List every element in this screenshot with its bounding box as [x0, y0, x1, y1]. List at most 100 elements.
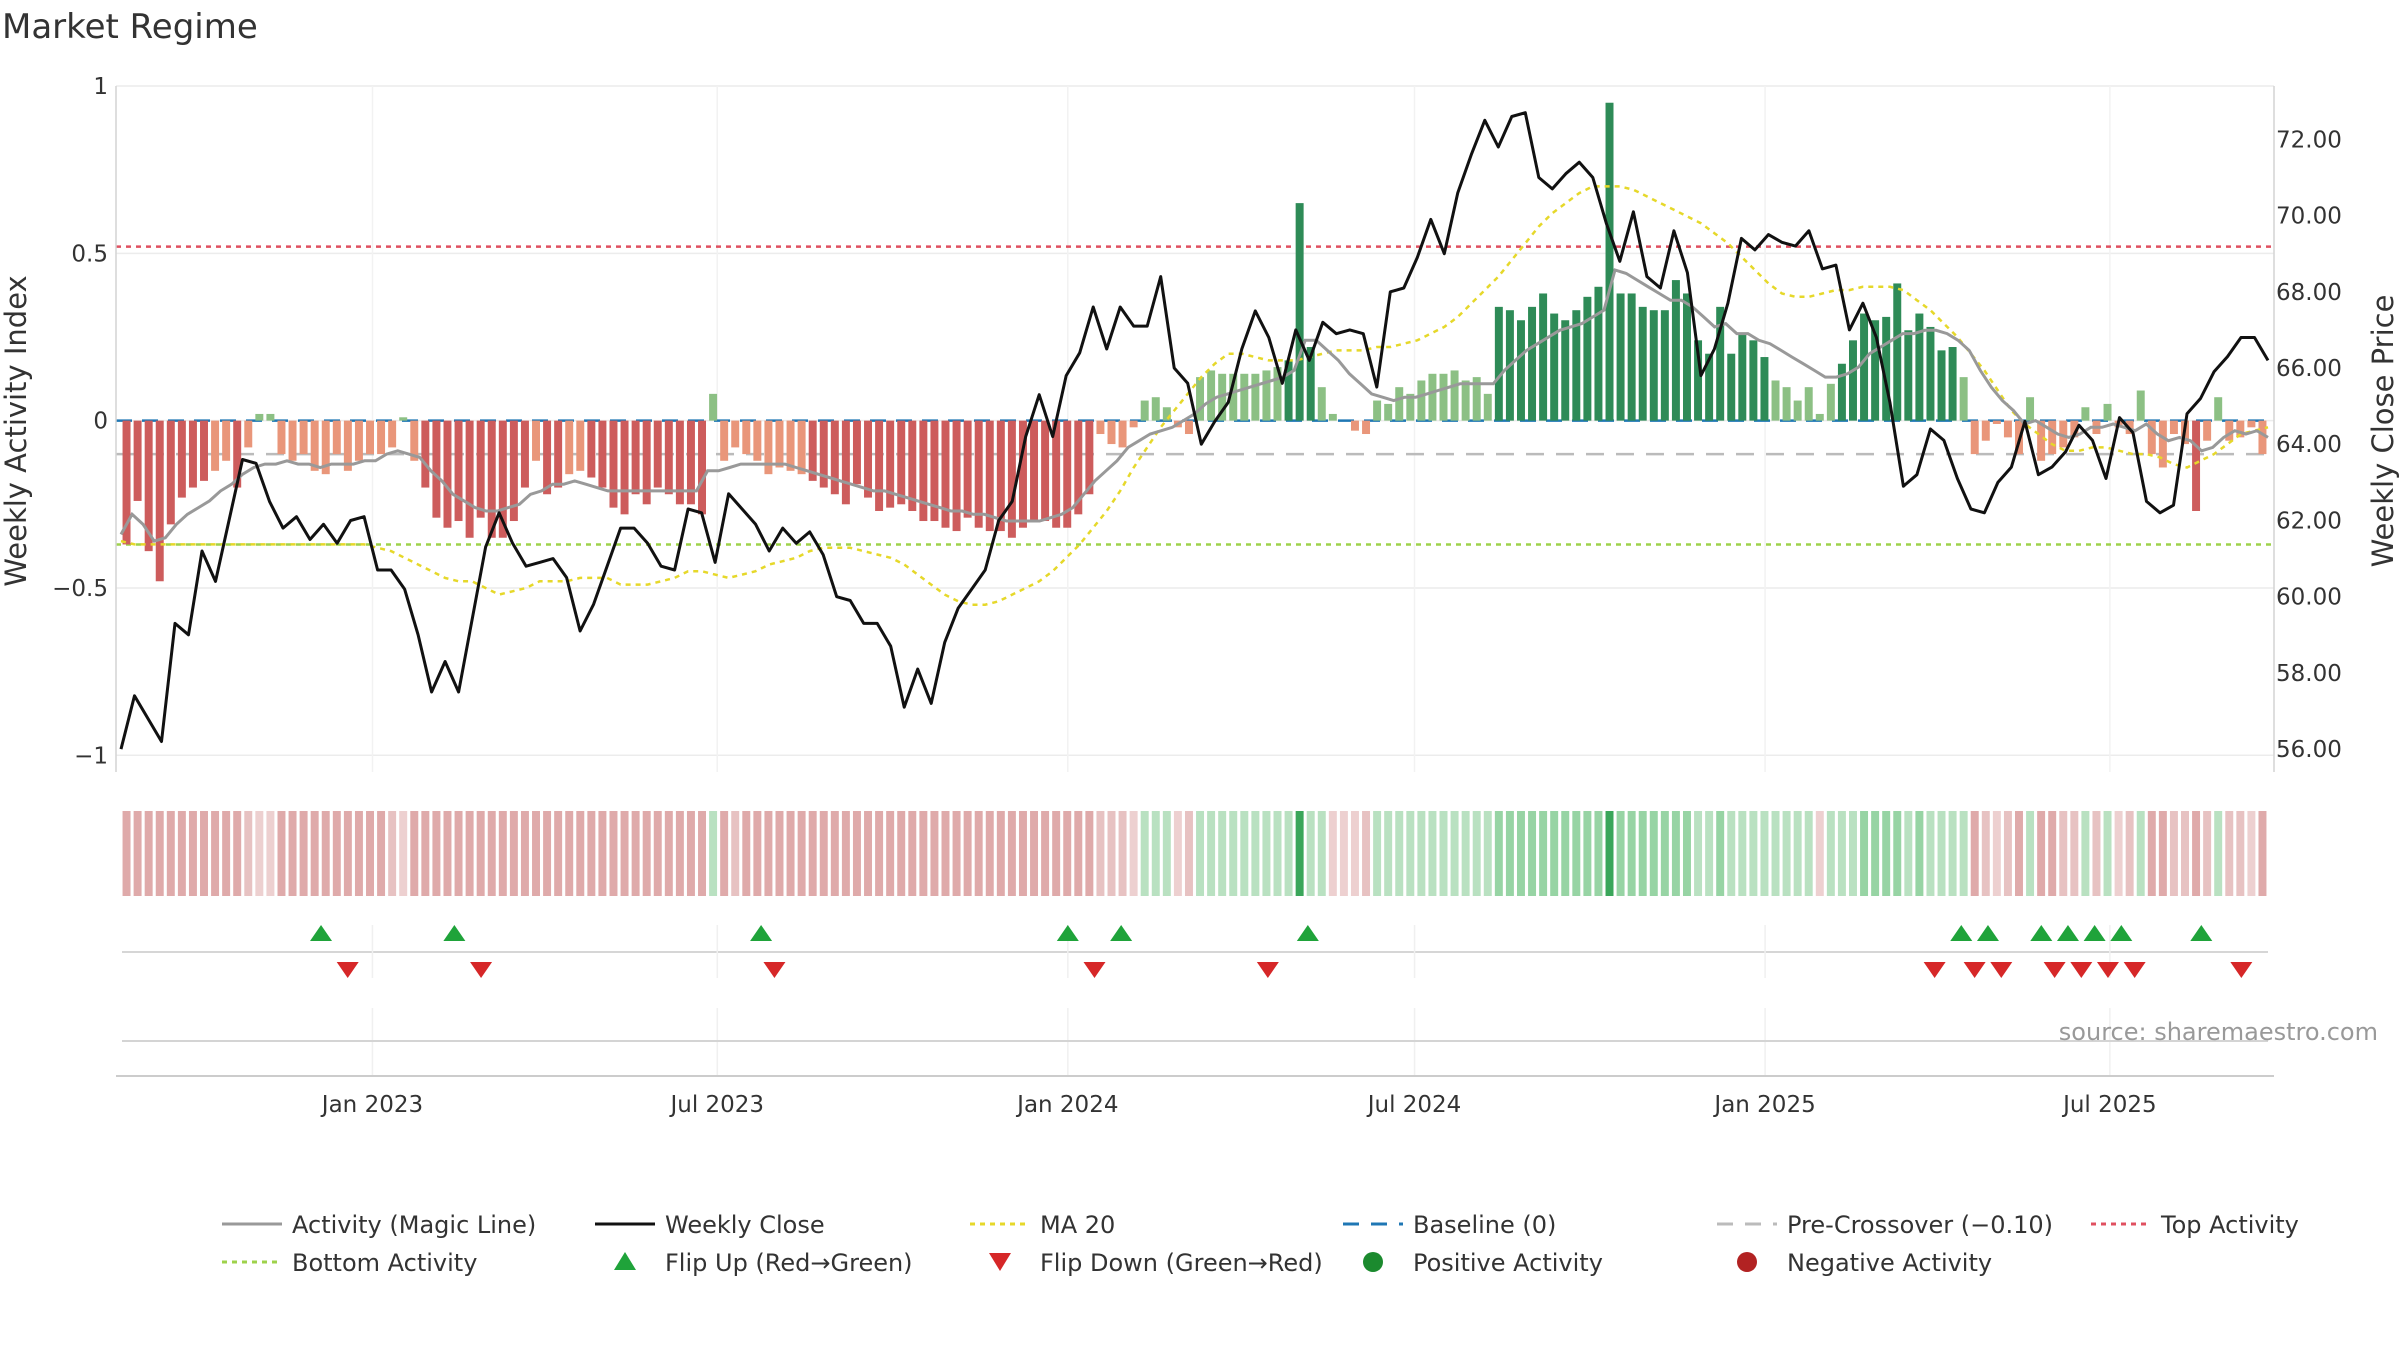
flip-up-marker: [2030, 925, 2053, 941]
activity-bar: [2136, 390, 2145, 421]
activity-bar: [1849, 340, 1857, 421]
activity-bar: [1184, 420, 1193, 435]
activity-bar: [1196, 377, 1205, 421]
y-left-tick-label: −1: [74, 743, 108, 769]
regime-strip-cell: [930, 811, 939, 896]
activity-bar: [1284, 360, 1293, 421]
regime-strip-cell: [620, 811, 629, 896]
regime-strip-cell: [1494, 811, 1503, 896]
activity-bar: [1516, 320, 1525, 421]
activity-bar: [1893, 283, 1902, 421]
activity-bar: [1162, 407, 1171, 421]
activity-bar: [1594, 286, 1603, 421]
activity-bar: [1384, 403, 1393, 421]
flip-up-marker: [1056, 925, 1079, 941]
regime-strip-cell: [1284, 811, 1293, 896]
regime-strip-cell: [1295, 811, 1304, 896]
activity-bar: [686, 420, 695, 505]
activity-bar: [952, 420, 961, 532]
activity-bar: [1583, 296, 1592, 421]
regime-strip-cell: [1660, 811, 1669, 896]
activity-bar: [664, 420, 673, 495]
activity-bar: [1959, 377, 1968, 421]
regime-strip-cell: [288, 811, 297, 896]
regime-strip-cell: [476, 811, 485, 896]
activity-bar: [2037, 420, 2046, 461]
activity-bar: [410, 420, 419, 461]
regime-strip-cell: [642, 811, 651, 896]
activity-bar: [1915, 313, 1924, 421]
regime-strip-cell: [631, 811, 640, 896]
y-left-tick-label: 0: [93, 409, 108, 435]
regime-strip-cell: [598, 811, 607, 896]
legend-pos_dot-swatch: [1363, 1252, 1383, 1272]
regime-strip-cell: [875, 811, 884, 896]
regime-strip-cell: [532, 811, 540, 896]
activity-bar: [1771, 380, 1780, 421]
regime-strip-cell: [1815, 811, 1824, 896]
activity-bar: [1207, 370, 1216, 421]
activity-bar: [1694, 340, 1703, 421]
activity-bar: [565, 420, 574, 475]
regime-strip-cell: [2181, 811, 2189, 896]
regime-strip-cell: [1904, 811, 1913, 896]
regime-strip-cell: [1594, 811, 1603, 896]
regime-strip-cell: [1074, 811, 1083, 896]
flip-down-marker: [2123, 962, 2146, 978]
activity-bar: [1450, 370, 1459, 421]
activity-bar: [1107, 420, 1116, 445]
regime-strip-cell: [454, 811, 463, 896]
activity-bar: [288, 420, 297, 461]
regime-strip-cell: [1782, 811, 1791, 896]
regime-strip-cell: [1649, 811, 1658, 896]
activity-bar: [1406, 393, 1415, 421]
regime-strip-cell: [908, 811, 917, 896]
regime-strip-cell: [1804, 811, 1813, 896]
regime-strip-cell: [1184, 811, 1193, 896]
regime-strip-cell: [565, 811, 574, 896]
activity-bar: [1992, 420, 2001, 424]
flip-down-marker: [2230, 962, 2253, 978]
regime-strip-cell: [1849, 811, 1857, 896]
activity-bar: [1439, 373, 1448, 421]
regime-strip-cell: [2015, 811, 2023, 896]
y-right-tick-label: 58.00: [2276, 661, 2342, 687]
activity-bar: [2192, 420, 2201, 511]
regime-strip-cell: [2147, 811, 2156, 896]
activity-bar: [985, 420, 994, 532]
regime-strip-cell: [1638, 811, 1647, 896]
activity-bar: [200, 420, 208, 481]
activity-bar: [996, 420, 1005, 532]
regime-strip-cell: [543, 811, 552, 896]
activity-bar: [1041, 420, 1050, 522]
regime-strip-cell: [1948, 811, 1957, 896]
regime-strip-cell: [399, 811, 408, 896]
regime-strip-cell: [1959, 811, 1968, 896]
regime-strip-cell: [377, 811, 386, 896]
activity-bar: [1528, 306, 1537, 421]
activity-bar: [1826, 383, 1835, 421]
activity-bar: [1118, 420, 1127, 448]
activity-bar: [1561, 320, 1570, 421]
regime-strip-cell: [1837, 811, 1846, 896]
regime-strip-cell: [1140, 811, 1149, 896]
regime-strip-cell: [1018, 811, 1027, 896]
regime-strip-cell: [1871, 811, 1880, 896]
legend-neg_dot-label: Negative Activity: [1787, 1249, 1992, 1277]
activity-bar: [343, 420, 352, 471]
regime-strip-cell: [2037, 811, 2046, 896]
y-right-tick-label: 62.00: [2276, 508, 2342, 534]
activity-bar: [509, 420, 518, 522]
regime-strip-cell: [1937, 811, 1946, 896]
regime-strip-cell: [200, 811, 208, 896]
activity-bar: [177, 420, 186, 498]
regime-strip-cell: [2026, 811, 2035, 896]
regime-strip-cell: [321, 811, 330, 896]
activity-bar: [2147, 420, 2156, 455]
regime-strip-cell: [1616, 811, 1625, 896]
regime-strip-cell: [996, 811, 1005, 896]
regime-strip-cell: [1716, 811, 1725, 896]
regime-strip-cell: [1981, 811, 1990, 896]
activity-bar: [1240, 373, 1249, 421]
regime-strip-cell: [1705, 811, 1714, 896]
